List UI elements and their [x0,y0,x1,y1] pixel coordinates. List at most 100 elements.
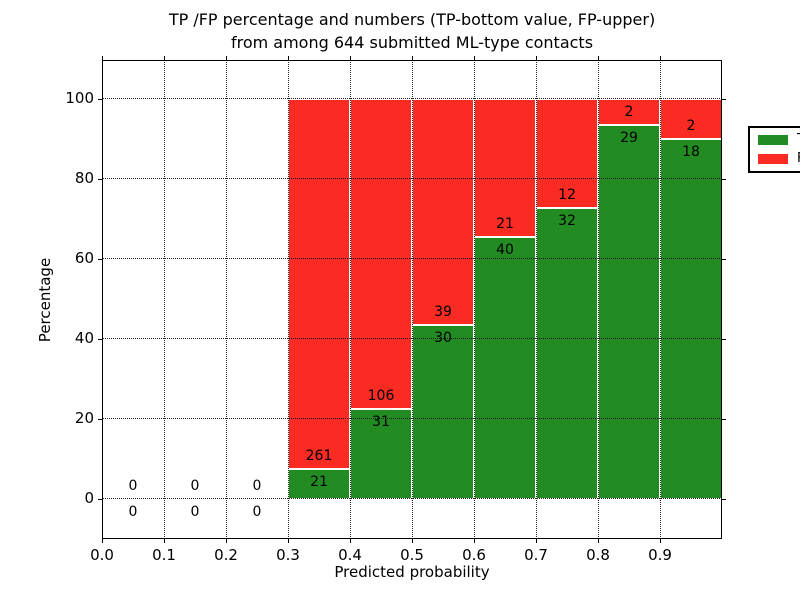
bar-tp-count-label: 21 [310,474,328,491]
x-axis-top-tick [288,56,289,60]
x-axis-top-tick [350,56,351,60]
y-gridline [102,258,722,259]
x-axis-tick [660,539,661,543]
bar-fp-segment [350,99,412,409]
x-axis-top-tick [660,56,661,60]
x-axis-tick [536,539,537,543]
x-tick-label: 0.4 [338,546,362,564]
x-gridline [660,60,661,539]
bar-tp-count-label: 29 [620,129,638,146]
bar-tp-segment [474,236,536,499]
bar-tp-count-label: 0 [252,504,262,520]
x-tick-label: 0.8 [586,546,610,564]
y-axis-right-tick [722,259,726,260]
x-tick-label: 0.7 [524,546,548,564]
x-gridline [598,60,599,539]
x-axis-tick [102,539,103,543]
x-axis-tick [226,539,227,543]
bar-fp-count-label: 0 [190,478,200,494]
x-axis-top-tick [102,56,103,60]
legend-entry-tp: TP [758,133,800,147]
x-tick-label: 0.0 [90,546,114,564]
y-gridline [102,418,722,419]
x-gridline [288,60,289,539]
tp-legend-label: TP [797,133,800,147]
y-tick-label: 100 [65,89,94,107]
x-axis-label: Predicted probability [334,563,490,581]
bar-tp-count-label: 31 [372,413,390,430]
bar-fp-count-label: 261 [305,448,333,465]
y-axis-tick [98,99,102,100]
x-axis-tick [412,539,413,543]
x-tick-label: 0.2 [214,546,238,564]
bar-fp-count-label: 21 [496,215,514,232]
bar-tp-count-label: 0 [190,504,200,520]
y-tick-label: 20 [74,409,94,427]
legend: TP FP [748,126,800,173]
x-tick-label: 0.9 [648,546,672,564]
bar-fp-count-label: 2 [624,103,634,120]
y-axis-right-tick [722,179,726,180]
bar-fp-segment [412,99,474,326]
chart-title: TP /FP percentage and numbers (TP-bottom… [102,8,722,54]
chart-title-line2: from among 644 submitted ML-type contact… [230,33,594,52]
x-axis-tick [598,539,599,543]
bar-tp-count-label: 30 [434,330,452,347]
bar-fp-segment [474,99,536,237]
bar-fp-count-label: 0 [252,478,262,494]
y-gridline [102,498,722,499]
x-gridline [536,60,537,539]
y-axis-tick [98,419,102,420]
y-axis-right-tick [722,99,726,100]
tp-legend-swatch-icon [758,135,788,145]
y-gridline [102,338,722,339]
plot-area: 0 0 0 0 0 0 261 21 106 31 39 30 21 40 12 32 2 29 2 18 TP FP [102,60,800,539]
bar-tp-count-label: 40 [496,241,514,258]
x-gridline [474,60,475,539]
y-axis-right-tick [722,499,726,500]
fp-legend-swatch-icon [758,154,788,164]
y-axis-right-tick [722,419,726,420]
x-gridline [226,60,227,539]
x-axis-top-tick [474,56,475,60]
chart-title-line1: TP /FP percentage and numbers (TP-bottom… [168,10,656,29]
x-gridline [350,60,351,539]
x-axis-tick [474,539,475,543]
y-axis-tick [98,259,102,260]
y-tick-label: 80 [74,169,94,187]
y-axis-right-tick [722,339,726,340]
y-tick-label: 0 [84,489,94,507]
y-axis-tick [98,339,102,340]
y-axis-tick [98,499,102,500]
x-gridline [164,60,165,539]
x-axis-top-tick [412,56,413,60]
legend-entry-fp: FP [758,152,800,166]
y-gridline [102,98,722,99]
fp-legend-label: FP [797,152,800,166]
x-tick-label: 0.1 [152,546,176,564]
bar-fp-count-label: 2 [686,118,696,134]
bar-tp-count-label: 0 [128,504,138,520]
bar-tp-segment [536,208,598,499]
x-axis-top-tick [536,56,537,60]
x-tick-label: 0.3 [276,546,300,564]
x-gridline [412,60,413,539]
y-tick-label: 60 [74,249,94,267]
x-tick-label: 0.5 [400,546,424,564]
x-axis-tick [164,539,165,543]
bar-fp-count-label: 39 [434,304,452,321]
x-axis-tick [288,539,289,543]
y-axis-tick [98,179,102,180]
bar-fp-segment [660,99,722,139]
bar-fp-segment [288,99,350,470]
x-axis-top-tick [598,56,599,60]
y-gridline [102,178,722,179]
bar-fp-segment [598,99,660,125]
bar-fp-segment [536,99,598,209]
y-tick-label: 40 [74,329,94,347]
bar-fp-count-label: 0 [128,478,138,494]
bar-tp-segment [412,325,474,499]
bar-fp-count-label: 12 [558,187,576,204]
bar-tp-segment [598,124,660,499]
